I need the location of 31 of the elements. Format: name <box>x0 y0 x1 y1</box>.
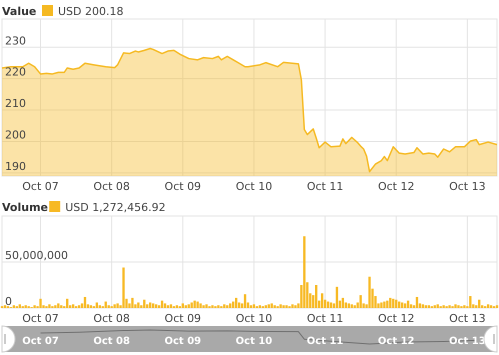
y-tick-label: 210 <box>5 97 26 110</box>
legend-label: USD 1,272,456.92 <box>65 201 166 214</box>
y-tick-label: 190 <box>5 160 26 173</box>
x-tick-label: Oct 13 <box>449 312 486 325</box>
x-tick-label: Oct 07 <box>22 180 59 193</box>
x-tick-label: Oct 08 <box>93 312 130 325</box>
y-tick-label: 50,000,000 <box>5 249 68 262</box>
y-tick-label: 220 <box>5 66 26 79</box>
x-tick-label: Oct 10 <box>236 180 272 193</box>
x-tick-label: Oct 10 <box>236 312 272 325</box>
x-tick-label: Oct 07 <box>22 312 59 325</box>
x-tick-label: Oct 13 <box>449 180 486 193</box>
x-tick-label: Oct 09 <box>164 180 202 193</box>
x-tick-label: Oct 12 <box>378 180 414 193</box>
x-tick-label: Oct 09 <box>164 336 202 347</box>
legend-title: Value <box>2 5 36 18</box>
x-tick-label: Oct 09 <box>164 312 202 325</box>
y-tick-label: 230 <box>5 34 26 48</box>
x-tick-label: Oct 11 <box>306 180 344 193</box>
x-tick-label: Oct 12 <box>378 312 414 325</box>
x-tick-label: Oct 11 <box>306 336 344 347</box>
x-tick-label: Oct 10 <box>236 336 272 347</box>
x-tick-label: Oct 07 <box>22 336 59 347</box>
y-tick-label: 0 <box>5 295 12 308</box>
legend-label: USD 200.18 <box>58 5 124 18</box>
x-tick-label: Oct 08 <box>93 336 130 347</box>
y-tick-label: 200 <box>5 128 26 142</box>
x-tick-label: Oct 08 <box>93 180 130 193</box>
x-tick-label: Oct 11 <box>306 312 344 325</box>
legend-title: Volume <box>2 201 48 214</box>
x-tick-label: Oct 12 <box>378 336 415 347</box>
